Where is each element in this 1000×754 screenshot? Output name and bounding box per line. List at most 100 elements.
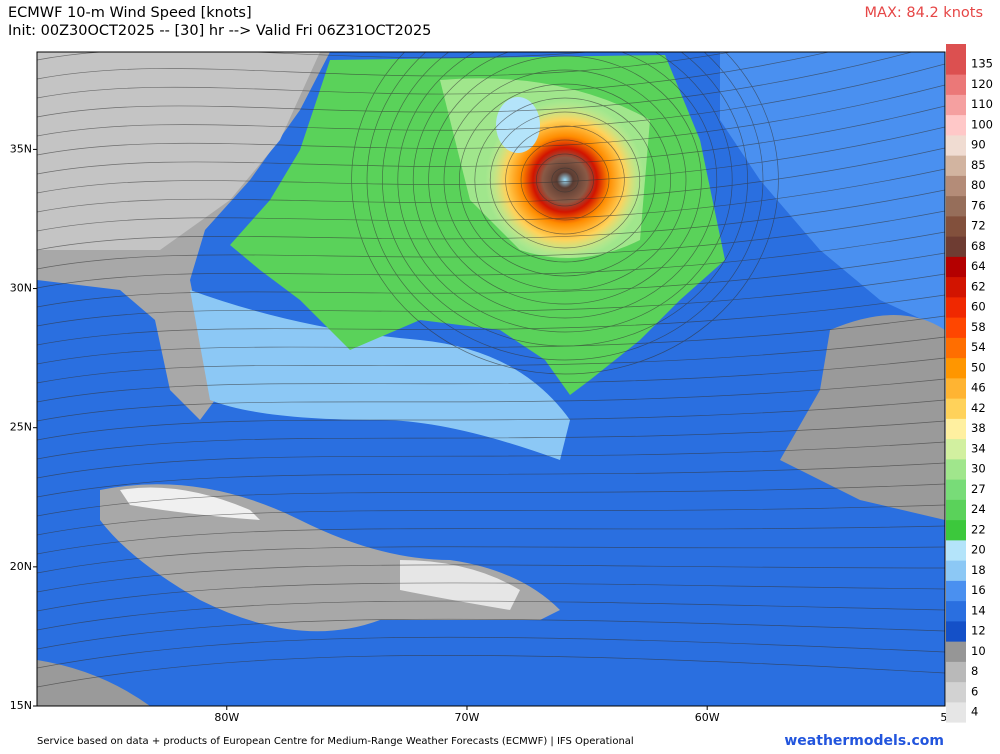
colorbar-segment [946, 661, 966, 683]
streamline [37, 252, 945, 308]
streamline [37, 504, 945, 536]
streamline [37, 582, 945, 612]
streamline [37, 52, 913, 118]
brand: weathermodels.com [784, 733, 944, 749]
colorbar-segment [946, 701, 966, 723]
colorbar-label: 14 [971, 603, 986, 617]
colorbar-segment [946, 418, 966, 440]
streamline [37, 52, 590, 61]
colorbar-label: 30 [971, 462, 986, 476]
streamline [382, 52, 748, 347]
colorbar-label: 135 [971, 57, 993, 71]
streamline [536, 153, 594, 207]
streamline [37, 636, 945, 669]
streamline [37, 294, 945, 346]
colorbar-label: 80 [971, 178, 986, 192]
colorbar-label: 72 [971, 219, 986, 233]
colorbar-segment [946, 134, 966, 156]
colorbar-segment [946, 317, 966, 338]
colorbar-segment [946, 681, 966, 703]
lat-label: 35N [10, 142, 32, 155]
colorbar-segment [946, 580, 966, 602]
colorbar-segment [946, 276, 966, 298]
streamline [412, 52, 718, 319]
colorbar-label: 4 [971, 705, 978, 719]
streamline [37, 84, 945, 156]
colorbar-segment [946, 458, 966, 480]
colorbar-segment [946, 377, 966, 399]
colorbar-label: 50 [971, 360, 986, 374]
streamline [489, 111, 641, 249]
streamline [37, 462, 945, 498]
map-title: ECMWF 10-m Wind Speed [knots] [8, 5, 252, 21]
colorbar-label: 76 [971, 198, 986, 212]
lat-label: 15N [10, 699, 32, 712]
colorbar-segment [946, 398, 966, 419]
streamline [37, 483, 945, 517]
streamline [474, 97, 656, 263]
streamline [505, 125, 625, 235]
colorbar-label: 20 [971, 543, 986, 557]
streamline [37, 564, 945, 593]
streamline [37, 189, 945, 251]
colorbar-label: 24 [971, 502, 986, 516]
colorbar-label: 90 [971, 138, 986, 152]
streamline [37, 600, 945, 631]
lon-label: 70W [455, 711, 480, 724]
streamline [37, 546, 945, 574]
colorbar-segment [946, 620, 966, 642]
colorbar-segment [946, 114, 966, 136]
colorbar-segment [946, 155, 966, 176]
map-subtitle: Init: 00Z30OCT2025 -- [30] hr --> Valid … [8, 23, 431, 39]
colorbar-label: 18 [971, 563, 986, 577]
streamline [37, 618, 945, 650]
streamline [459, 83, 671, 277]
colorbar-segment [946, 256, 966, 278]
lon-label: 80W [214, 711, 239, 724]
colorbar-label: 64 [971, 259, 986, 273]
axis-labels: 35N30N25N20N15N80W70W60W50 [10, 142, 955, 724]
land-central-america [37, 660, 150, 706]
colorbar: 4681012141618202224273034384246505458606… [946, 44, 993, 723]
colorbar-segment [946, 175, 966, 197]
colorbar-label: 12 [971, 624, 986, 638]
colorbar-label: 27 [971, 482, 986, 496]
credit: Service based on data + products of Euro… [37, 736, 634, 747]
streamline [37, 357, 945, 403]
streamline [37, 231, 945, 289]
streamline [37, 126, 945, 194]
map-area [37, 52, 945, 706]
colorbar-segment [946, 600, 966, 622]
colorbar-segment [946, 94, 966, 116]
lon-label: 60W [695, 711, 720, 724]
streamlines [37, 52, 945, 688]
colorbar-label: 6 [971, 684, 978, 698]
colorbar-label: 22 [971, 522, 986, 536]
colorbar-label: 8 [971, 664, 978, 678]
colorbar-segment [946, 74, 966, 95]
colorbar-label: 42 [971, 401, 986, 415]
colorbar-label: 16 [971, 583, 986, 597]
lat-label: 30N [10, 282, 32, 295]
colorbar-cap [946, 44, 966, 54]
colorbar-segment [946, 519, 966, 541]
colorbar-label: 38 [971, 421, 986, 435]
streamline [366, 52, 764, 361]
streamline [37, 210, 945, 270]
streamline [37, 420, 945, 460]
colorbar-label: 100 [971, 117, 993, 131]
colorbar-segment [946, 195, 966, 217]
colorbar-segment [946, 560, 966, 581]
streamline [37, 63, 945, 137]
colorbar-label: 46 [971, 381, 986, 395]
map-frame [36, 51, 946, 707]
max-label: MAX: 84.2 knots [865, 5, 983, 21]
streamline [37, 315, 945, 365]
colorbar-label: 60 [971, 300, 986, 314]
colorbar-segment [946, 53, 966, 75]
colorbar-segment [946, 539, 966, 561]
land-us-inner [37, 52, 320, 250]
colorbar-label: 54 [971, 340, 986, 354]
